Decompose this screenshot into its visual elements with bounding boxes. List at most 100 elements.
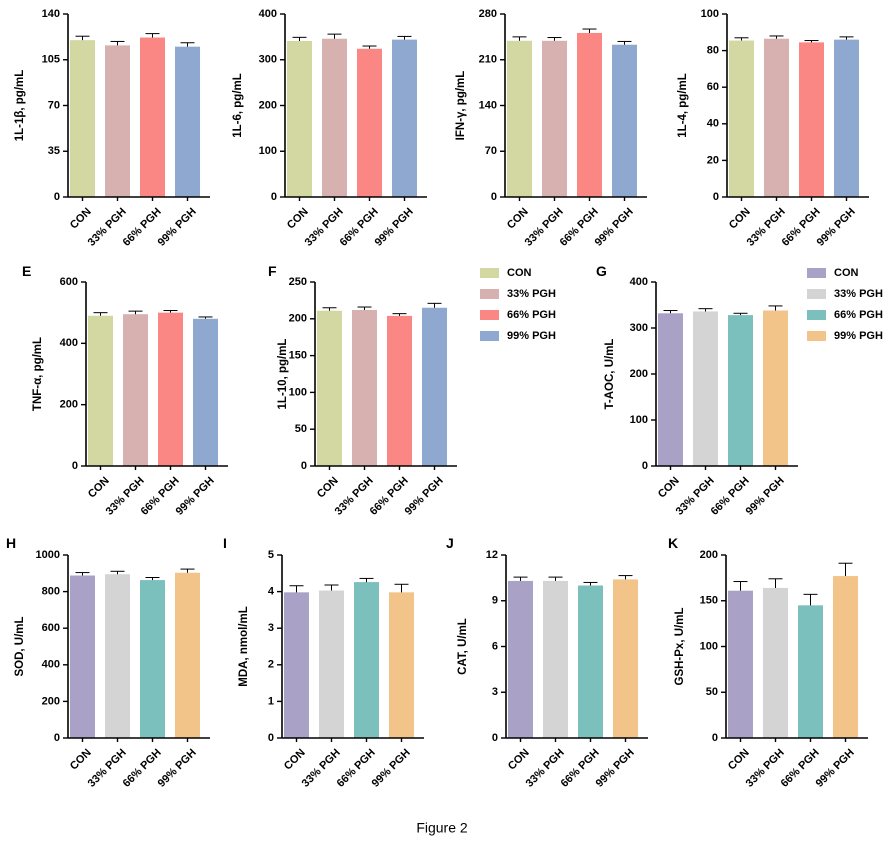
category-label: 99% PGH bbox=[370, 747, 413, 790]
y-tick-label: 200 bbox=[700, 549, 718, 561]
legend1: CON 33% PGH 66% PGH 99% PGH bbox=[480, 267, 556, 342]
category-label: 99% PGH bbox=[814, 747, 857, 790]
legend-swatch bbox=[480, 289, 499, 299]
legend-label: 66% PGH bbox=[507, 309, 556, 321]
y-tick-label: 150 bbox=[289, 350, 307, 362]
bar-i-3 bbox=[354, 582, 379, 738]
bar-i-4 bbox=[389, 592, 414, 738]
category-label: CON bbox=[727, 206, 753, 232]
y-tick-label: 0 bbox=[642, 460, 648, 472]
legend-label: CON bbox=[834, 267, 859, 279]
category-label: 99% PGH bbox=[815, 206, 858, 249]
bar-d-1 bbox=[729, 40, 754, 197]
y-axis-label: 1L-4, pg/mL bbox=[677, 73, 689, 138]
y-tick-label: 20 bbox=[707, 154, 719, 166]
y-tick-label: 0 bbox=[301, 460, 307, 472]
y-tick-label: 0 bbox=[268, 732, 274, 744]
y-tick-label: 1000 bbox=[36, 549, 60, 561]
bar-j-2 bbox=[543, 580, 568, 738]
y-tick-label: 1 bbox=[268, 695, 274, 707]
y-tick-label: 4 bbox=[268, 586, 275, 598]
category-label: CON bbox=[68, 747, 94, 773]
panel-label: G bbox=[596, 263, 607, 279]
y-tick-label: 300 bbox=[630, 322, 648, 334]
bar-i-1 bbox=[284, 592, 309, 738]
y-tick-label: 105 bbox=[42, 54, 60, 66]
panel-label: F bbox=[268, 263, 277, 279]
y-tick-label: 100 bbox=[701, 8, 719, 20]
y-axis-label: 1L-1β, pg/mL bbox=[14, 70, 26, 142]
bar-h-3 bbox=[140, 580, 165, 738]
y-tick-label: 50 bbox=[295, 423, 307, 435]
category-label: 99% PGH bbox=[156, 747, 199, 790]
y-tick-label: 0 bbox=[54, 191, 60, 203]
y-tick-label: 100 bbox=[630, 414, 648, 426]
y-tick-label: 800 bbox=[42, 586, 60, 598]
category-label: CON bbox=[86, 475, 112, 501]
bar-b-1 bbox=[287, 40, 312, 198]
legend-swatch bbox=[480, 331, 499, 341]
category-label: 99% PGH bbox=[373, 206, 416, 249]
bar-k-4 bbox=[833, 576, 858, 738]
bar-k-3 bbox=[798, 605, 823, 738]
bar-j-4 bbox=[613, 579, 638, 738]
y-axis-label: TNF-α, pg/mL bbox=[32, 337, 44, 411]
y-tick-label: 400 bbox=[259, 8, 277, 20]
bar-d-4 bbox=[834, 39, 859, 198]
legend-label: 33% PGH bbox=[834, 288, 883, 300]
y-tick-label: 210 bbox=[479, 54, 497, 66]
y-tick-label: 200 bbox=[630, 368, 648, 380]
category-label: CON bbox=[505, 206, 531, 232]
y-tick-label: 0 bbox=[713, 191, 719, 203]
y-tick-label: 600 bbox=[42, 622, 60, 634]
y-tick-label: 70 bbox=[48, 99, 60, 111]
y-tick-label: 80 bbox=[707, 45, 719, 57]
bar-e-2 bbox=[123, 314, 148, 466]
y-axis-label: T-AOC, U/mL bbox=[604, 339, 616, 410]
bar-d-3 bbox=[799, 42, 824, 197]
y-tick-label: 3 bbox=[492, 686, 498, 698]
bar-f-3 bbox=[387, 315, 412, 466]
y-tick-label: 3 bbox=[268, 622, 274, 634]
y-tick-label: 0 bbox=[271, 191, 277, 203]
bar-e-1 bbox=[88, 315, 113, 466]
figure-caption: Figure 2 bbox=[416, 820, 468, 836]
legend-swatch bbox=[807, 310, 826, 320]
y-tick-label: 300 bbox=[259, 54, 277, 66]
bar-g-3 bbox=[728, 315, 753, 466]
category-label: 99% PGH bbox=[744, 475, 787, 518]
y-tick-label: 50 bbox=[706, 686, 718, 698]
bar-k-1 bbox=[728, 590, 753, 738]
y-axis-label: IFN-γ, pg/mL bbox=[455, 71, 467, 141]
bar-g-1 bbox=[658, 313, 683, 466]
bar-a-3 bbox=[140, 37, 165, 198]
y-tick-label: 35 bbox=[48, 145, 60, 157]
y-axis-label: MDA, nmol/mL bbox=[238, 606, 250, 687]
bar-h-4 bbox=[175, 572, 200, 738]
bar-g-4 bbox=[763, 310, 788, 466]
category-label: CON bbox=[506, 747, 532, 773]
legend-swatch bbox=[480, 268, 499, 278]
y-tick-label: 280 bbox=[479, 8, 497, 20]
legend-label: 66% PGH bbox=[834, 309, 883, 321]
y-tick-label: 0 bbox=[54, 732, 60, 744]
y-tick-label: 0 bbox=[492, 732, 498, 744]
legend2: CON 33% PGH 66% PGH 99% PGH bbox=[807, 267, 883, 342]
y-tick-label: 2 bbox=[268, 659, 274, 671]
category-label: CON bbox=[282, 747, 308, 773]
bar-a-2 bbox=[105, 45, 130, 197]
bar-j-3 bbox=[578, 585, 603, 738]
legend-swatch bbox=[807, 268, 826, 278]
y-axis-label: 1L-10, pg/mL bbox=[277, 339, 289, 410]
bar-c-3 bbox=[577, 32, 602, 198]
y-axis-label: CAT, U/mL bbox=[457, 618, 469, 675]
bar-e-4 bbox=[193, 318, 218, 466]
